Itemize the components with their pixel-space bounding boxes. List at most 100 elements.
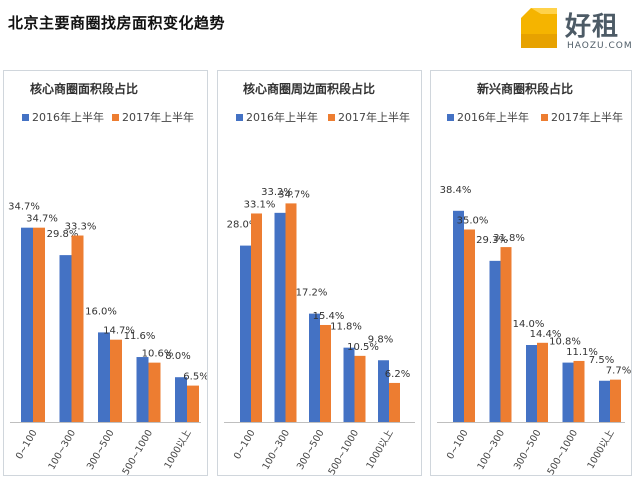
haozu-logo-icon bbox=[521, 8, 557, 48]
chart-title: 核心商圈周边面积段占比 bbox=[243, 81, 375, 96]
tick-label: 0~100 bbox=[445, 428, 471, 461]
tick-label: 500~1000 bbox=[120, 428, 155, 475]
bar-2017-4 bbox=[187, 385, 199, 422]
legend-label-0: 2016年上半年 bbox=[457, 110, 529, 124]
data-label: 6.2% bbox=[385, 369, 410, 380]
tick-label: 100~300 bbox=[46, 428, 78, 472]
tick-label: 0~100 bbox=[14, 428, 40, 461]
data-label: 14.4% bbox=[530, 329, 562, 340]
bar-2016-2 bbox=[309, 313, 320, 422]
data-label: 34.7% bbox=[8, 202, 40, 213]
bar-2016-2 bbox=[98, 332, 110, 422]
bar-2017-2 bbox=[320, 324, 331, 422]
bar-2016-0 bbox=[240, 245, 251, 422]
bar-2016-3 bbox=[343, 347, 355, 422]
chart-panel-core: 核心商圈面积段占比 2016年上半年 2017年上半年 34.7% 34.7% 0~100… bbox=[3, 70, 208, 476]
logo-subtitle: HAOZU.COM bbox=[567, 41, 633, 51]
tick-label: 1000以上 bbox=[585, 428, 616, 471]
data-label: 34.7% bbox=[26, 214, 58, 225]
data-label: 35.0% bbox=[457, 216, 489, 227]
bar-2017-3 bbox=[148, 362, 161, 422]
bar-2017-1 bbox=[71, 235, 84, 422]
data-label: 33.1% bbox=[244, 199, 276, 210]
data-label: 7.5% bbox=[589, 355, 614, 366]
data-label: 6.5% bbox=[183, 372, 207, 383]
data-label: 11.1% bbox=[566, 347, 598, 358]
bar-2017-1 bbox=[500, 247, 512, 422]
tick-label: 300~500 bbox=[512, 428, 544, 472]
data-label: 29.8% bbox=[47, 229, 79, 240]
tick-label: 500~1000 bbox=[545, 428, 580, 475]
data-label: 15.4% bbox=[313, 311, 345, 322]
tick-label: 300~500 bbox=[295, 428, 327, 472]
bar-2017-0 bbox=[251, 213, 262, 422]
page-title: 北京主要商圈找房面积变化趋势 bbox=[8, 14, 226, 32]
legend-label-1: 2017年上半年 bbox=[122, 110, 194, 124]
data-label: 10.8% bbox=[549, 337, 581, 348]
bar-2016-4 bbox=[599, 380, 610, 422]
bar-2016-4 bbox=[378, 360, 389, 422]
data-label: 10.5% bbox=[347, 342, 379, 353]
data-label: 11.8% bbox=[330, 322, 362, 333]
legend-swatch-0 bbox=[22, 114, 29, 121]
chart-title: 新兴商圈积段占比 bbox=[477, 81, 573, 96]
data-label: 7.7% bbox=[606, 366, 631, 377]
legend-label-1: 2017年上半年 bbox=[338, 110, 410, 124]
chart-title: 核心商圈面积段占比 bbox=[30, 81, 138, 96]
tick-label: 100~300 bbox=[475, 428, 507, 472]
bar-2017-3 bbox=[354, 355, 366, 422]
data-label: 16.0% bbox=[85, 306, 117, 317]
bar-2017-0 bbox=[464, 229, 475, 422]
bar-2017-2 bbox=[537, 342, 548, 422]
data-label: 8.0% bbox=[165, 351, 190, 362]
legend-swatch-1 bbox=[112, 114, 119, 121]
tick-label: 1000以上 bbox=[364, 428, 395, 471]
bar-2016-1 bbox=[489, 260, 501, 422]
legend-swatch-0 bbox=[236, 114, 243, 121]
legend-swatch-1 bbox=[328, 114, 335, 121]
tick-label: 0~100 bbox=[232, 428, 258, 461]
tick-label: 1000以上 bbox=[162, 428, 193, 471]
bar-2017-4 bbox=[389, 382, 400, 422]
brand-logo: 好租 HAOZU.COM bbox=[517, 4, 632, 56]
bar-2016-1 bbox=[274, 212, 286, 422]
bar-2016-3 bbox=[136, 357, 149, 422]
data-label: 33.3% bbox=[65, 222, 97, 233]
bar-2016-4 bbox=[175, 377, 187, 422]
bar-2016-1 bbox=[59, 255, 72, 422]
data-label: 28.0% bbox=[227, 220, 259, 231]
bar-2017-0 bbox=[33, 227, 45, 422]
bar-2016-0 bbox=[21, 227, 33, 422]
bar-2016-2 bbox=[526, 345, 537, 422]
tick-label: 300~500 bbox=[85, 428, 117, 472]
chart-panel-surrounding: 核心商圈周边面积段占比 2016年上半年 2017年上半年 28.0% 33.1% 0~1… bbox=[217, 70, 422, 476]
data-label: 14.7% bbox=[103, 326, 135, 337]
legend-swatch-1 bbox=[541, 114, 548, 121]
data-label: 33.2% bbox=[261, 187, 293, 198]
bar-2017-2 bbox=[110, 339, 122, 422]
data-label: 34.7% bbox=[278, 189, 310, 200]
data-label: 38.4% bbox=[440, 185, 472, 196]
chart-core: 核心商圈面积段占比 2016年上半年 2017年上半年 34.7%34.7% 0~100… bbox=[8, 81, 207, 475]
legend-label-0: 2016年上半年 bbox=[246, 110, 318, 124]
bar-2016-0 bbox=[453, 210, 464, 422]
data-label: 10.6% bbox=[142, 349, 174, 360]
legend-label-0: 2016年上半年 bbox=[32, 110, 104, 124]
bar-2017-4 bbox=[610, 379, 621, 422]
data-label: 29.3% bbox=[476, 235, 508, 246]
tick-label: 500~1000 bbox=[326, 428, 361, 475]
bar-2017-1 bbox=[285, 203, 297, 422]
data-label: 11.6% bbox=[124, 331, 156, 342]
chart-emerging: 新兴商圈积段占比 2016年上半年 2017年上半年 38.4% 35.0% 0~100 2… bbox=[437, 81, 631, 475]
legend-swatch-0 bbox=[447, 114, 454, 121]
logo-name: 好租 bbox=[565, 12, 620, 42]
chart-surrounding: 核心商圈周边面积段占比 2016年上半年 2017年上半年 28.0% 33.1% 0~1… bbox=[224, 81, 415, 475]
data-label: 9.8% bbox=[368, 334, 393, 345]
bar-2017-3 bbox=[573, 360, 585, 422]
chart-panel-emerging: 新兴商圈积段占比 2016年上半年 2017年上半年 38.4% 35.0% 0~100 2… bbox=[430, 70, 632, 476]
data-label: 14.0% bbox=[513, 319, 545, 330]
tick-label: 100~300 bbox=[260, 428, 292, 472]
legend-label-1: 2017年上半年 bbox=[551, 110, 623, 124]
data-label: 31.8% bbox=[493, 233, 525, 244]
data-label: 17.2% bbox=[296, 288, 328, 299]
